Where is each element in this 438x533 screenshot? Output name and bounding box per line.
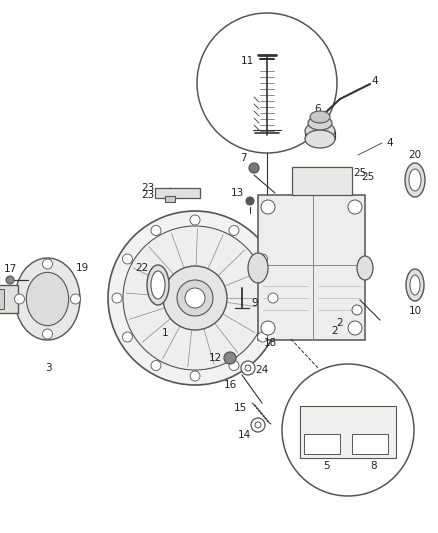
Ellipse shape [305,130,335,148]
Text: 1: 1 [162,328,168,338]
Text: 20: 20 [409,150,421,160]
Circle shape [268,293,278,303]
Ellipse shape [151,271,165,299]
Circle shape [261,200,275,214]
Circle shape [229,225,239,236]
Circle shape [282,364,414,496]
Circle shape [71,294,81,304]
Bar [155,188,200,198]
Circle shape [255,422,261,428]
Circle shape [224,352,236,364]
Text: 17: 17 [4,264,17,274]
Text: 23: 23 [141,190,155,200]
Circle shape [249,163,259,173]
Ellipse shape [305,122,335,140]
Ellipse shape [15,258,80,340]
Ellipse shape [308,116,332,130]
Text: 13: 13 [230,188,244,198]
Text: 19: 19 [75,263,88,273]
Bar [258,195,365,340]
Bar [300,406,396,458]
Circle shape [112,293,122,303]
Circle shape [258,254,268,264]
Ellipse shape [147,265,169,305]
Circle shape [6,276,14,284]
Circle shape [348,321,362,335]
Ellipse shape [405,163,425,197]
Circle shape [261,321,275,335]
Text: 6: 6 [305,133,311,143]
Ellipse shape [410,275,420,295]
Circle shape [163,266,227,330]
Ellipse shape [248,253,268,283]
Circle shape [348,200,362,214]
Circle shape [185,288,205,308]
Bar [0,285,18,313]
Circle shape [177,280,213,316]
Text: 22: 22 [135,263,148,273]
Text: 2: 2 [337,318,343,328]
Text: 7: 7 [240,153,246,163]
Text: 25: 25 [361,172,374,182]
Circle shape [151,360,161,370]
Text: 4: 4 [372,76,378,86]
Circle shape [190,215,200,225]
Text: 18: 18 [263,338,277,348]
Text: 2: 2 [332,326,338,336]
Circle shape [108,211,282,385]
Circle shape [123,226,267,370]
Bar [352,434,388,454]
Text: 5: 5 [323,461,329,471]
Circle shape [151,225,161,236]
Text: 16: 16 [223,380,237,390]
Text: 24: 24 [255,365,268,375]
Bar [165,196,175,202]
Text: 9: 9 [252,298,258,308]
Text: 15: 15 [233,403,247,413]
Circle shape [258,332,268,342]
Ellipse shape [406,269,424,301]
Text: 10: 10 [409,306,421,316]
Bar [304,434,340,454]
Circle shape [241,361,255,375]
Circle shape [251,418,265,432]
Circle shape [123,254,132,264]
Ellipse shape [357,256,373,280]
Circle shape [197,13,337,153]
Circle shape [229,360,239,370]
Text: 3: 3 [45,363,51,373]
Circle shape [245,365,251,371]
Text: 18: 18 [261,326,275,336]
Ellipse shape [26,272,69,326]
Circle shape [42,259,53,269]
Circle shape [246,197,254,205]
Text: 14: 14 [237,430,251,440]
Circle shape [190,371,200,381]
Text: 25: 25 [353,168,367,178]
Bar [0,289,4,309]
Ellipse shape [310,111,330,123]
Text: 11: 11 [240,56,254,66]
Text: 8: 8 [371,461,377,471]
Ellipse shape [409,169,421,191]
Bar [292,167,352,195]
Circle shape [123,332,132,342]
Circle shape [352,305,362,315]
Circle shape [42,329,53,339]
Text: 23: 23 [141,183,155,193]
Text: 12: 12 [208,353,222,363]
Text: 4: 4 [387,138,393,148]
Text: 6: 6 [314,104,321,114]
Circle shape [14,294,25,304]
